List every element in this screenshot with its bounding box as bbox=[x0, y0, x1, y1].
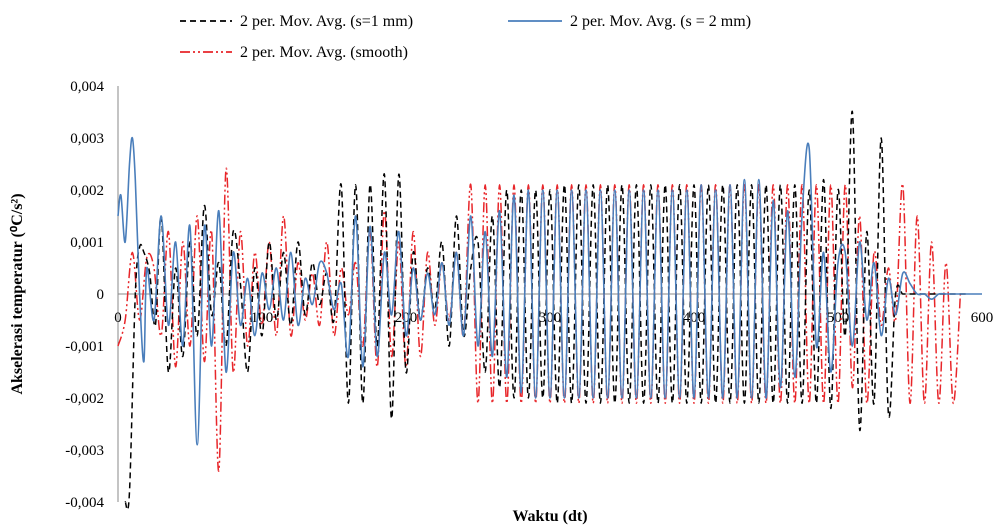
legend-item-2: 2 per. Mov. Avg. (smooth) bbox=[180, 44, 408, 61]
legend-label-s2mm: 2 per. Mov. Avg. (s = 2 mm) bbox=[570, 13, 751, 30]
y-tick-label: 0 bbox=[97, 287, 105, 303]
y-tick-label: -0,004 bbox=[65, 495, 104, 511]
y-tick-labels: -0,004 -0,003 -0,002 -0,001 0 0,001 0,002 0,003… bbox=[65, 79, 104, 511]
series-layer bbox=[117, 111, 982, 511]
y-tick-label: -0,002 bbox=[65, 391, 104, 407]
x-tick-label: 400 bbox=[683, 310, 706, 326]
legend: 2 per. Mov. Avg. (s=1 mm) 2 per. Mov. Av… bbox=[180, 13, 751, 61]
x-tick-label: 300 bbox=[539, 310, 562, 326]
series-line-0 bbox=[124, 111, 968, 511]
x-axis-title: Waktu (dt) bbox=[512, 508, 587, 525]
legend-label-smooth: 2 per. Mov. Avg. (smooth) bbox=[240, 44, 408, 61]
y-tick-label: 0,002 bbox=[70, 183, 104, 199]
x-tick-label: 200 bbox=[395, 310, 418, 326]
legend-item-0: 2 per. Mov. Avg. (s=1 mm) bbox=[180, 13, 413, 30]
y-tick-label: 0,004 bbox=[70, 79, 104, 95]
y-tick-label: -0,001 bbox=[65, 339, 104, 355]
x-tick-label: 600 bbox=[971, 310, 994, 326]
y-tick-label: 0,001 bbox=[70, 235, 104, 251]
legend-label-s1mm: 2 per. Mov. Avg. (s=1 mm) bbox=[240, 13, 413, 30]
y-axis-title: Akselerasi temperatur (⁰C/s²) bbox=[9, 193, 26, 394]
y-tick-label: 0,003 bbox=[70, 131, 104, 147]
x-tick-labels: 0 100 200 300 400 500 600 bbox=[114, 310, 993, 326]
series-line-1 bbox=[117, 136, 982, 446]
legend-item-1: 2 per. Mov. Avg. (s = 2 mm) bbox=[508, 13, 751, 30]
x-tick-label: 0 bbox=[114, 310, 122, 326]
y-tick-label: -0,003 bbox=[65, 443, 104, 459]
